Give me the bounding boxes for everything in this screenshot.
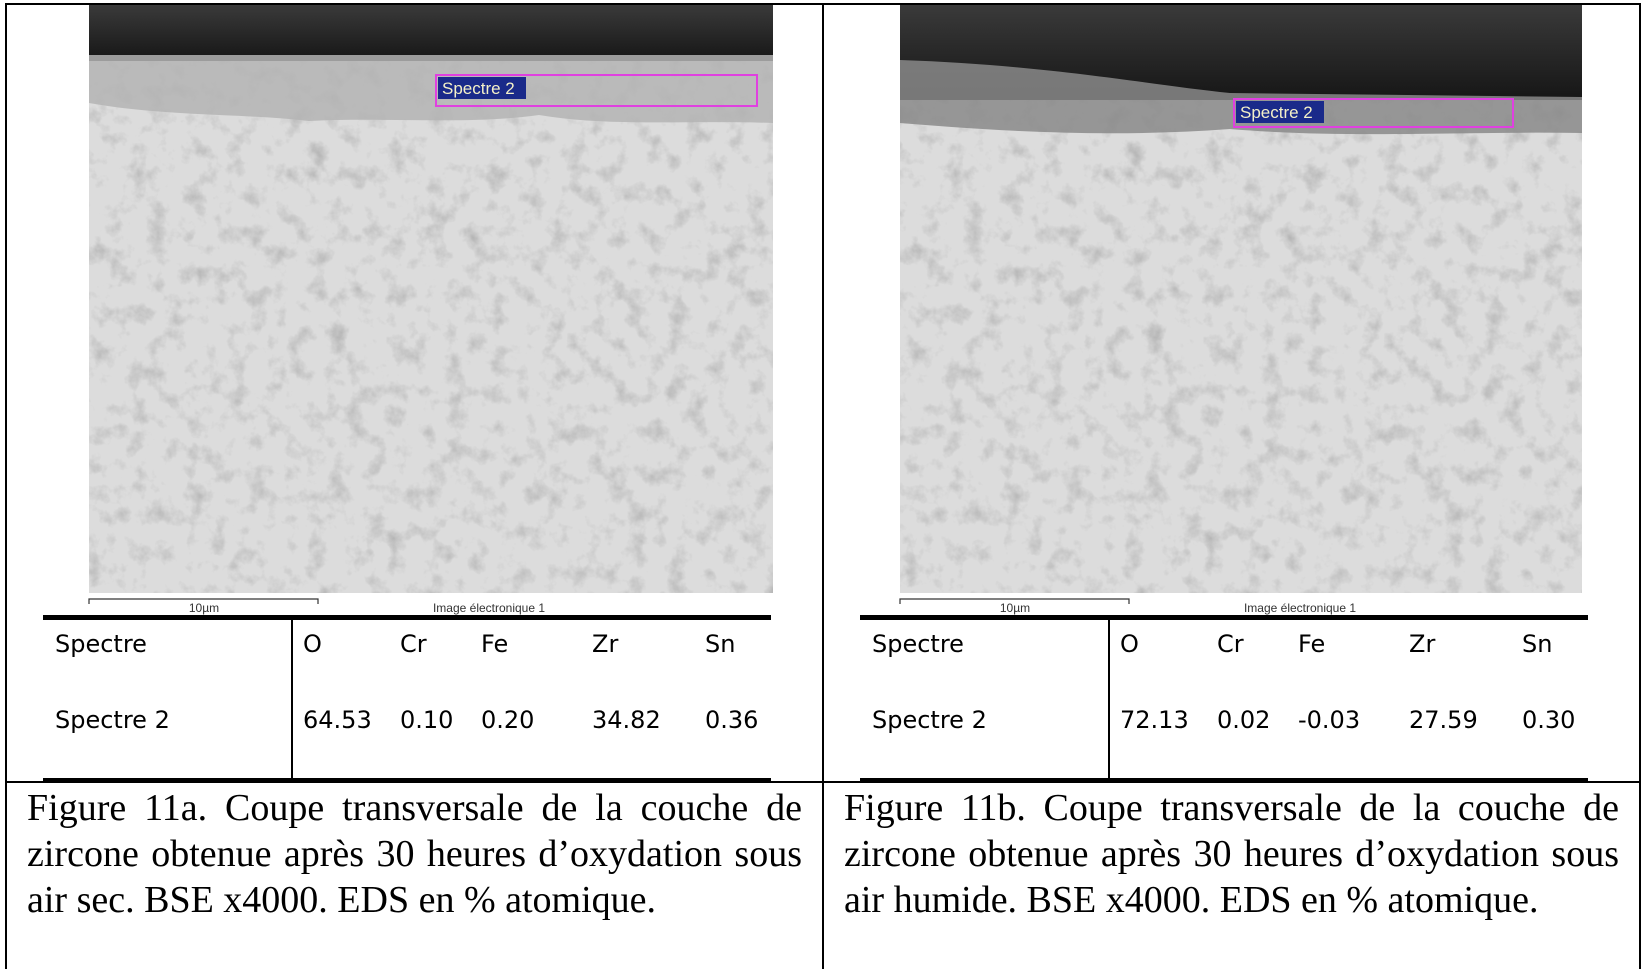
image-label: Image électronique 1 [433, 601, 545, 615]
scale-bar [88, 598, 319, 604]
table-cell: Spectre 2 [872, 706, 987, 734]
table-cell: 0.02 [1217, 706, 1271, 734]
scale-label: 10µm [1000, 601, 1030, 615]
table-cell: Spectre 2 [55, 706, 170, 734]
sem-image: Spectre 2 10µm Image électronique 1 [88, 5, 773, 615]
spectrum-label-bg [438, 77, 526, 99]
table-cell: 0.10 [400, 706, 454, 734]
spectrum-label: Spectre 2 [442, 79, 515, 98]
scale-bar [899, 598, 1130, 604]
scale-label: 10µm [189, 601, 219, 615]
separator [824, 781, 1639, 783]
eds-table: Spectre O Cr Fe Zr Sn Spectre 2 72.13 0.02 -0.03 2… [860, 615, 1588, 783]
separator [7, 781, 822, 783]
oxide-layer [89, 55, 773, 123]
sem-image: Spectre 2 10µm Image électronique 1 [899, 5, 1582, 615]
table-header-cell: Zr [1409, 630, 1436, 658]
table-row: Spectre 2 64.53 0.10 0.20 34.82 0.36 [43, 706, 771, 736]
eds-table: Spectre O Cr Fe Zr Sn Spectre 2 64.53 0.10 0.20 34… [43, 615, 771, 783]
table-header-cell: Cr [1217, 630, 1244, 658]
table-cell: -0.03 [1298, 706, 1361, 734]
table-header-cell: Zr [592, 630, 619, 658]
table-cell: 34.82 [592, 706, 661, 734]
panel: Spectre 2 10µm Image électronique 1 Spectre… [822, 5, 1639, 969]
table-header-cell: Spectre [872, 630, 964, 658]
spectrum-box [435, 74, 758, 107]
table-divider [291, 620, 293, 778]
table-cell: 0.36 [705, 706, 759, 734]
table-header-cell: Fe [1298, 630, 1326, 658]
spectrum-label: Spectre 2 [1240, 103, 1313, 122]
table-cell: 64.53 [303, 706, 372, 734]
table-header-cell: Fe [481, 630, 509, 658]
caption: Figure 11b. Coupe transversale de la cou… [844, 787, 1619, 921]
panel: Spectre 2 10µm Image électronique 1 Spectre… [7, 5, 822, 969]
table-cell: 0.30 [1522, 706, 1576, 734]
table-cell: 27.59 [1409, 706, 1478, 734]
table-header-cell: Cr [400, 630, 427, 658]
table-cell: 72.13 [1120, 706, 1189, 734]
spectrum-box [1233, 98, 1514, 128]
table-header-cell: Spectre [55, 630, 147, 658]
page: Spectre 2 10µm Image électronique 1 Spectre… [5, 3, 1641, 969]
image-label: Image électronique 1 [1244, 601, 1356, 615]
table-header-row: Spectre O Cr Fe Zr Sn [43, 630, 771, 660]
oxide-layer [900, 60, 1582, 135]
table-cell: 0.20 [481, 706, 535, 734]
table-header-cell: Sn [705, 630, 736, 658]
resin [89, 5, 773, 61]
spectrum-label-bg [1236, 101, 1324, 123]
table-header-cell: O [303, 630, 322, 658]
caption: Figure 11a. Coupe transversale de la cou… [27, 787, 802, 921]
table-divider [1108, 620, 1110, 778]
table-header-cell: Sn [1522, 630, 1553, 658]
table-header-row: Spectre O Cr Fe Zr Sn [860, 630, 1588, 660]
table-header-cell: O [1120, 630, 1139, 658]
table-row: Spectre 2 72.13 0.02 -0.03 27.59 0.30 [860, 706, 1588, 736]
